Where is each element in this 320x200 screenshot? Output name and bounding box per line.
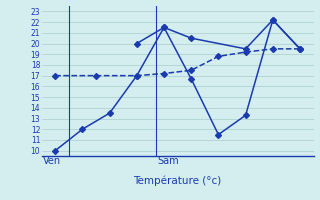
Text: Sam: Sam <box>157 156 179 166</box>
X-axis label: Température (°c): Température (°c) <box>133 175 222 186</box>
Text: Ven: Ven <box>43 156 61 166</box>
